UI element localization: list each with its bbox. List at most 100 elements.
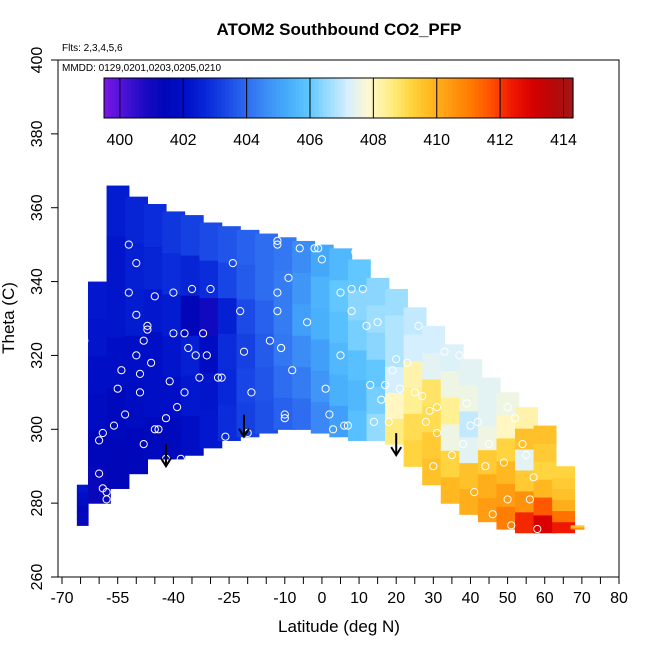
sample-point: [329, 425, 338, 434]
colorbar-segment: [240, 78, 246, 118]
sample-point: [421, 417, 430, 426]
colorbar: 400 402 404 406 408 410 412 414: [103, 77, 577, 149]
colorbar-segment: [447, 78, 453, 118]
field-cell: [199, 410, 223, 449]
colorbar-segment: [131, 78, 136, 118]
colorbar-segment: [365, 78, 371, 118]
field-cell: [106, 286, 130, 338]
field-cell: [76, 511, 89, 520]
field-cell: [217, 404, 241, 441]
sample-point: [109, 421, 119, 430]
y-tick-label: 360: [29, 194, 46, 221]
colorbar-segment: [162, 78, 168, 118]
sample-point: [325, 410, 334, 419]
colorbar-segment: [315, 78, 320, 118]
colorbar-tick-label: 414: [550, 132, 577, 149]
sample-point: [80, 336, 89, 345]
field-cell: [180, 255, 204, 296]
colorbar-segment: [389, 78, 394, 118]
colorbar-segment: [174, 78, 179, 118]
colorbar-segment: [459, 78, 465, 118]
field-cell: [292, 240, 316, 273]
colorbar-segment: [373, 78, 379, 118]
colorbar-segment: [330, 78, 336, 118]
colorbar-segment: [205, 78, 211, 118]
colorbar-tick-label: 404: [233, 132, 260, 149]
colorbar-segment: [115, 78, 121, 118]
field-cell: [255, 366, 278, 401]
field-cell: [422, 352, 446, 380]
field-cell: [515, 407, 538, 429]
field-cell: [106, 336, 130, 389]
colorbar-segment: [541, 78, 547, 118]
sample-point: [343, 421, 352, 430]
field-cell: [329, 373, 353, 406]
field-cell: [162, 211, 186, 254]
arrow-markers: [160, 414, 403, 469]
colorbar-segment: [408, 78, 414, 118]
sample-point: [510, 414, 520, 423]
field-cell: [255, 399, 278, 434]
field-cell: [570, 528, 585, 530]
colorbar-segment: [127, 78, 132, 118]
field-cell: [87, 318, 111, 357]
colorbar-segment: [498, 78, 504, 118]
chart-title: ATOM2 Southbound CO2_PFP: [217, 20, 462, 39]
sample-point: [150, 425, 159, 434]
field-cell: [217, 297, 241, 334]
field-cell: [347, 349, 371, 381]
sample-point: [340, 421, 349, 430]
sample-point: [113, 384, 122, 393]
field-cell: [143, 373, 167, 417]
field-cell: [570, 525, 585, 527]
sample-point: [355, 247, 364, 257]
sample-point: [135, 388, 145, 397]
sample-point: [124, 240, 133, 249]
field-cell: [310, 401, 334, 434]
colorbar-segment: [338, 78, 344, 118]
sample-point: [351, 247, 360, 257]
field-cell: [403, 360, 427, 388]
colorbar-segment: [291, 78, 297, 118]
sample-point: [392, 355, 401, 364]
colorbar-segment: [232, 78, 238, 118]
colorbar-segment: [166, 78, 172, 118]
field-cell: [310, 370, 334, 403]
field-cell: [125, 242, 149, 290]
sample-point: [373, 318, 382, 327]
field-cell: [347, 259, 371, 291]
colorbar-segment: [467, 78, 472, 118]
dates-note: MMDD: 0129,0201,0203,0205,0210: [62, 63, 221, 74]
field-cell: [143, 288, 167, 333]
flights-note: Flts: 2,3,4,5,6: [62, 43, 123, 54]
colorbar-segment: [479, 78, 484, 118]
colorbar-segment: [522, 78, 527, 118]
sample-point: [69, 465, 78, 474]
y-tick-label: 320: [29, 342, 46, 369]
field-cell: [385, 340, 408, 368]
y-tick-label: 280: [29, 490, 46, 517]
colorbar-segment: [487, 78, 492, 118]
colorbar-segment: [350, 78, 355, 118]
field-cell: [403, 386, 427, 414]
sample-point: [143, 321, 152, 330]
colorbar-segment: [260, 78, 265, 118]
sample-point: [395, 384, 404, 393]
colorbar-segment: [295, 78, 301, 118]
colorbar-segment: [326, 78, 332, 118]
colorbar-segment: [381, 78, 386, 118]
colorbar-segment: [303, 78, 308, 118]
field-cell: [459, 462, 483, 489]
field-cell: [515, 428, 538, 450]
co2-field: [76, 185, 585, 534]
field-cell: [162, 376, 186, 419]
colorbar-segment: [318, 78, 324, 118]
field-cell: [403, 413, 427, 441]
field-cell: [329, 311, 353, 344]
sample-point: [265, 336, 274, 345]
sample-point: [191, 351, 200, 360]
sample-point: [132, 310, 141, 319]
sample-point: [388, 366, 397, 375]
field-cell: [477, 377, 501, 403]
field-cell: [125, 427, 149, 475]
